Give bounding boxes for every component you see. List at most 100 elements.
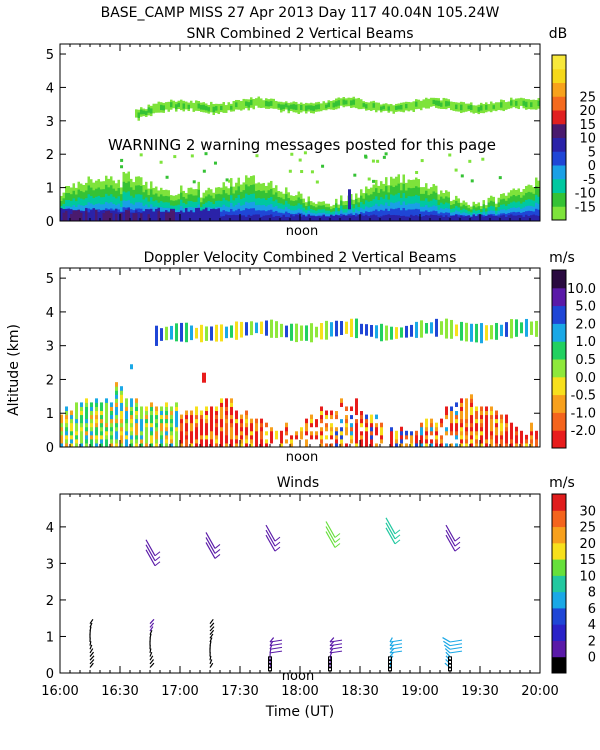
doppler-cell [460,422,463,428]
doppler-cell [120,434,123,440]
doppler-cell [65,430,68,436]
doppler-colorbar-swatch [552,341,566,360]
snr-elevated-layer-cell [512,99,515,108]
calm-wind-marker [448,663,452,668]
doppler-cell [70,410,73,416]
snr-elevated-layer-cell [280,104,283,110]
winds-ytick-label: 2 [46,594,54,609]
doppler-cell [465,442,468,448]
doppler-cell [305,438,308,444]
doppler-cell [445,410,448,416]
doppler-cell [330,410,333,416]
snr-elevated-layer-cell [357,97,360,110]
doppler-elevated-cell [430,322,433,334]
snr-speck [290,152,294,156]
snr-cell [250,215,253,221]
doppler-cell [355,426,358,432]
doppler-cell [515,434,518,440]
snr-elevated-layer-cell [172,100,175,109]
wind-barb-flag [389,643,403,647]
snr-elevated-layer-cell [527,99,530,110]
doppler-cell [335,434,338,440]
doppler-elevated-cell [300,325,303,341]
doppler-cell [105,414,108,420]
doppler-cell [500,422,503,428]
snr-elevated-layer-cell [207,107,210,112]
doppler-cell [130,410,133,416]
doppler-cell [375,438,378,444]
snr-elevated-layer-cell [277,103,280,108]
snr-speck [448,153,452,157]
doppler-cell [410,442,413,448]
doppler-elevated-cell [240,321,243,338]
doppler-cell [190,430,193,436]
doppler-cell [230,434,233,440]
doppler-cell [260,418,263,424]
doppler-cell [475,422,478,428]
snr-cell [305,216,308,221]
wind-barb [89,662,94,668]
snr-cell [277,216,280,221]
snr-colorbar-swatch [552,178,566,193]
doppler-cell [445,430,448,436]
snr-elevated-layer-cell [510,100,513,106]
winds-colorbar-label: 25 [579,521,596,536]
doppler-elevated-cell [525,318,528,337]
calm-wind-marker [448,660,452,665]
doppler-cell [110,414,113,420]
snr-cell [310,215,313,221]
doppler-cell [175,406,178,412]
doppler-cell [300,434,303,440]
doppler-cell [345,414,348,420]
doppler-colorbar-label: 5.0 [575,300,596,315]
doppler-cell [190,438,193,444]
doppler-cell [380,422,383,428]
doppler-cell [355,430,358,436]
doppler-cell [360,438,363,444]
doppler-cell [150,438,153,444]
doppler-cell [335,438,338,444]
snr-elevated-layer-cell [377,102,380,111]
doppler-cell [135,398,138,403]
snr-cell [387,214,390,221]
doppler-cell [195,410,198,416]
snr-elevated-layer-cell [395,105,398,110]
doppler-cell [165,442,168,448]
snr-cell [420,211,423,221]
snr-cell [112,210,115,221]
doppler-cell [60,418,63,424]
doppler-cell [420,426,423,432]
snr-speck [454,168,458,172]
snr-cell [177,211,180,221]
snr-cell [77,209,80,221]
doppler-cell [135,410,138,416]
snr-cell [80,212,83,221]
doppler-cell [210,422,213,428]
doppler-cell [65,426,68,432]
wind-barb [209,659,213,665]
snr-elevated-layer-cell [362,103,365,107]
wind-barb [329,637,335,643]
doppler-cell [455,422,458,428]
winds-colorbar-swatch [552,640,566,658]
doppler-elevated-cell [165,326,168,341]
winds-colorbar-swatch [552,624,566,641]
doppler-elevated-cell [205,326,208,341]
doppler-cell [475,410,478,416]
snr-elevated-layer-cell [397,105,400,110]
doppler-cell [150,426,153,432]
wind-barb [149,618,155,625]
doppler-cell [120,414,123,420]
snr-cell [290,214,293,221]
doppler-cell [330,442,333,448]
doppler-cell [245,442,248,448]
doppler-cell [70,422,73,428]
snr-cell [392,214,395,221]
doppler-cell [175,410,178,416]
snr-colorbar-label: 10 [579,132,596,147]
time-tick-label: 16:00 [41,684,78,699]
snr-elevated-layer-cell [215,106,218,111]
doppler-cell [440,438,443,444]
snr-cell [297,215,300,221]
doppler-cell [115,422,118,428]
